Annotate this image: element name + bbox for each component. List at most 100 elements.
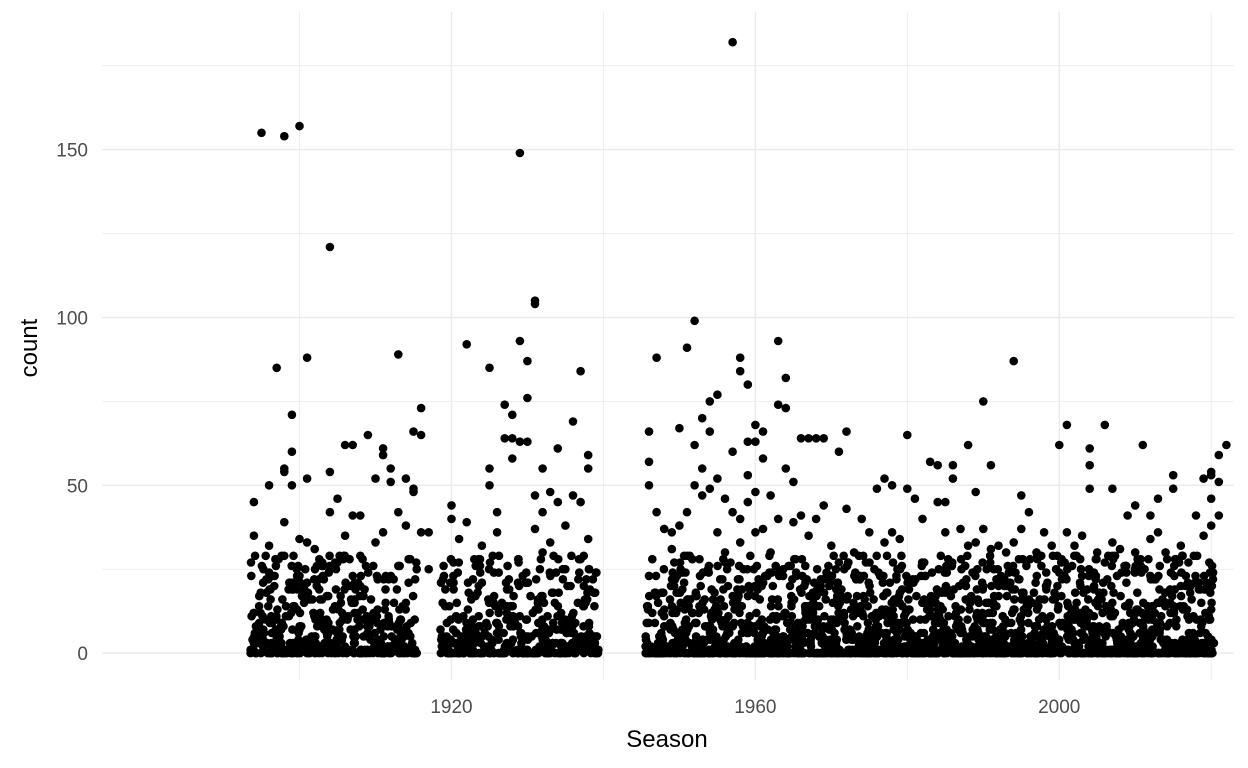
data-point xyxy=(711,601,721,611)
data-point xyxy=(717,618,726,628)
data-point xyxy=(675,521,684,530)
data-point xyxy=(277,638,286,648)
data-point xyxy=(292,648,302,658)
data-point xyxy=(726,558,735,567)
data-point xyxy=(781,464,791,473)
data-point xyxy=(1170,571,1179,581)
data-point xyxy=(531,575,541,584)
data-point xyxy=(355,615,365,624)
data-point xyxy=(991,632,1001,641)
data-point xyxy=(1152,625,1162,634)
data-point xyxy=(378,528,388,537)
data-point xyxy=(839,551,848,561)
data-point xyxy=(404,578,413,587)
data-point xyxy=(317,648,327,658)
data-point xyxy=(451,628,461,638)
data-point xyxy=(494,568,504,577)
data-point xyxy=(1098,648,1108,658)
data-point xyxy=(667,528,677,537)
data-point xyxy=(592,568,601,577)
data-point xyxy=(954,615,963,624)
data-point xyxy=(513,578,523,587)
data-point xyxy=(280,131,289,141)
data-point xyxy=(325,242,335,252)
data-point xyxy=(314,585,324,594)
data-point xyxy=(804,531,813,540)
data-point xyxy=(1146,511,1155,520)
data-point xyxy=(523,393,532,403)
data-point xyxy=(438,638,448,648)
data-point xyxy=(356,571,366,581)
data-point xyxy=(808,608,818,618)
data-point xyxy=(1155,618,1165,628)
data-point xyxy=(1206,588,1215,597)
data-point xyxy=(690,481,699,490)
data-point xyxy=(394,350,403,359)
data-point xyxy=(462,517,472,527)
data-point xyxy=(672,571,682,581)
data-point xyxy=(831,642,841,651)
data-point xyxy=(1120,642,1130,651)
data-point xyxy=(280,551,289,561)
data-point xyxy=(1031,578,1040,587)
data-point xyxy=(373,575,383,584)
data-point xyxy=(719,601,729,611)
data-point xyxy=(827,541,836,550)
data-point xyxy=(558,638,567,648)
data-point xyxy=(1041,568,1051,577)
data-point xyxy=(703,564,713,574)
data-point xyxy=(278,595,287,604)
data-point xyxy=(582,575,591,584)
data-point xyxy=(869,595,878,604)
data-point xyxy=(821,595,830,604)
data-point xyxy=(1060,558,1069,567)
data-point xyxy=(523,437,532,447)
data-point xyxy=(1053,581,1062,591)
data-point xyxy=(758,524,768,534)
data-point xyxy=(372,618,382,628)
data-point xyxy=(333,558,342,567)
data-point xyxy=(751,437,760,447)
data-point xyxy=(796,434,806,443)
data-point xyxy=(477,541,487,550)
data-point xyxy=(416,403,426,413)
data-point xyxy=(436,625,445,634)
data-point xyxy=(459,648,469,658)
data-point xyxy=(273,605,282,614)
data-point xyxy=(827,571,837,581)
data-point xyxy=(897,551,906,561)
data-point xyxy=(682,343,692,353)
data-point xyxy=(705,427,715,436)
data-point xyxy=(658,635,668,644)
data-point xyxy=(1144,554,1153,564)
data-point xyxy=(816,581,825,591)
data-point xyxy=(735,514,745,524)
data-point xyxy=(256,608,265,618)
data-point xyxy=(733,585,742,594)
data-point xyxy=(264,541,274,550)
data-point xyxy=(1092,548,1102,557)
data-point xyxy=(950,638,960,648)
data-point xyxy=(887,481,897,490)
data-point xyxy=(1018,632,1027,641)
data-point xyxy=(865,588,875,597)
data-point xyxy=(277,618,287,628)
data-point xyxy=(918,514,927,524)
data-point xyxy=(1001,548,1011,557)
data-point xyxy=(1075,554,1085,564)
data-point xyxy=(820,611,829,621)
data-point xyxy=(787,601,796,611)
data-point xyxy=(734,575,743,584)
data-point xyxy=(343,615,352,624)
data-point xyxy=(1007,585,1017,594)
data-point xyxy=(1044,622,1053,631)
data-point xyxy=(870,564,879,574)
data-point xyxy=(988,608,998,618)
data-point xyxy=(979,524,988,534)
data-point xyxy=(941,528,950,537)
data-point xyxy=(957,622,966,631)
data-point xyxy=(295,121,304,131)
data-point xyxy=(848,611,858,621)
data-point xyxy=(580,595,590,604)
data-point xyxy=(1032,571,1042,581)
